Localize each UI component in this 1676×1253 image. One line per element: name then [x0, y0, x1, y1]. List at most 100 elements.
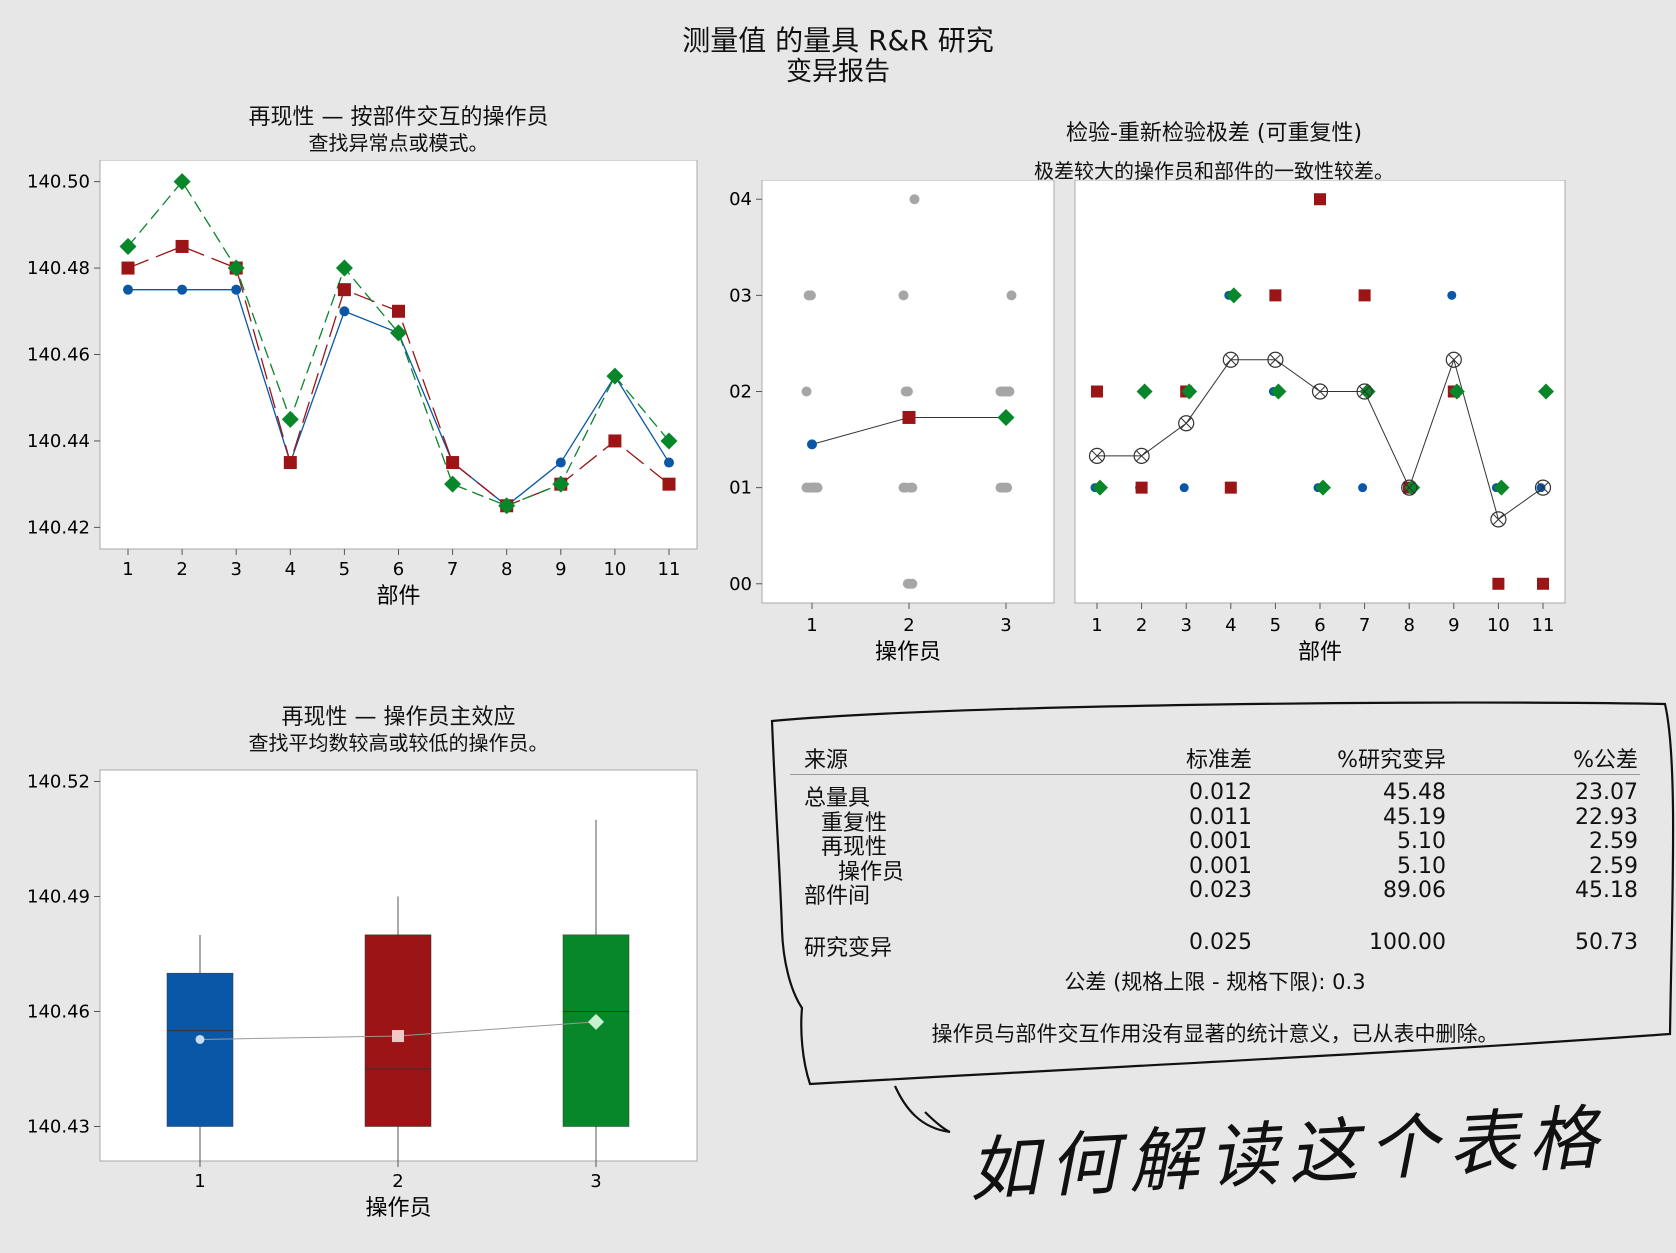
operator-range-point — [810, 482, 821, 493]
part-range-point-1 — [1447, 290, 1457, 300]
row-study-var: 5.10 — [1397, 853, 1446, 879]
row-study-var: 45.19 — [1383, 804, 1446, 830]
operator-range-point — [905, 482, 916, 493]
operator-range-point — [801, 386, 812, 397]
row-tolerance: 2.59 — [1589, 829, 1638, 854]
part-range-point-2 — [1358, 289, 1371, 302]
part-mean-marker-cross — [1091, 450, 1103, 462]
operator-range-point — [1006, 290, 1017, 301]
series-2-point — [392, 304, 405, 318]
series-3-point — [444, 475, 462, 493]
main-effect-boxplot: 140.43 140.46 140.49 140.52 1 2 3 操作员 — [27, 769, 698, 1220]
series-2-point — [662, 477, 676, 491]
x-tick-label: 4 — [1225, 615, 1236, 636]
row-sd: 0.025 — [1189, 930, 1252, 955]
part-range-point-3 — [1225, 287, 1242, 304]
x-tick-label: 3 — [590, 1171, 601, 1192]
series-3-point — [335, 259, 353, 277]
part-mean-marker — [1490, 511, 1507, 528]
plot-area — [99, 160, 698, 550]
series-1-point — [123, 284, 133, 295]
x-tick-label: 2 — [903, 615, 914, 636]
part-mean-marker-cross — [1448, 354, 1460, 366]
x-tick-label: 6 — [1314, 615, 1325, 636]
series-1-point — [555, 457, 566, 468]
main-effect-panel-title: 再现性 — 操作员主效应 — [281, 705, 516, 730]
series-2-point — [121, 261, 135, 275]
main-effect-panel-subtitle: 查找平均数较高或较低的操作员。 — [248, 731, 549, 755]
x-tick-label: 11 — [658, 559, 681, 580]
part-range-point-3 — [1181, 383, 1198, 400]
series-2-point — [446, 456, 460, 470]
part-range-point-3 — [1448, 383, 1465, 400]
row-tolerance: 45.18 — [1575, 878, 1638, 903]
operator-mean-point — [997, 408, 1015, 426]
x-axis-label: 操作员 — [365, 1196, 431, 1220]
operator-range-point — [805, 290, 816, 301]
part-range-point-3 — [1493, 479, 1510, 496]
series-3-point — [281, 410, 299, 428]
row-study-var: 5.10 — [1397, 829, 1446, 854]
header-divider — [790, 774, 1640, 775]
part-mean-marker — [1222, 351, 1239, 368]
x-tick-label: 1 — [1091, 615, 1102, 636]
x-tick-label: 7 — [1359, 615, 1370, 636]
series-1-point — [664, 457, 674, 468]
row-tolerance: 22.93 — [1575, 804, 1638, 830]
part-range-point-3 — [1315, 479, 1331, 496]
part-range-point-3 — [1270, 383, 1287, 400]
x-tick-label: 3 — [230, 559, 241, 580]
part-mean-marker-cross — [1403, 482, 1415, 493]
row-sd: 0.023 — [1189, 878, 1252, 903]
part-range-point-2 — [1492, 577, 1505, 590]
part-mean-marker — [1133, 447, 1150, 465]
part-mean-marker-cross — [1225, 354, 1237, 366]
part-mean-marker — [1311, 383, 1329, 400]
series-3-point — [552, 475, 570, 493]
part-mean-marker-cross — [1537, 482, 1549, 493]
part-range-point-3 — [1092, 479, 1108, 496]
row-tolerance: 2.59 — [1589, 853, 1638, 879]
row-source: 重复性 — [821, 810, 888, 836]
row-source: 研究变异 — [804, 936, 893, 961]
series-3-point — [498, 497, 516, 515]
y-tick-label: 0.02 — [730, 382, 752, 403]
x-tick-label: 2 — [176, 559, 187, 580]
x-tick-label: 9 — [555, 559, 566, 580]
series-line-3 — [127, 180, 670, 507]
part-mean-marker — [1088, 447, 1106, 465]
part-mean-marker — [1534, 479, 1552, 496]
range-chart: 0.00 0.01 0.02 0.03 0.04 极差 1 2 3 操作员 1 2 3 4 5 6 7 8 9 10 1… — [730, 180, 1566, 665]
x-tick-label: 9 — [1448, 615, 1459, 636]
header-source: 来源 — [804, 748, 849, 773]
y-tick-label: 0.03 — [730, 285, 752, 306]
box-mean-point — [195, 1034, 205, 1044]
x-axis-label: 操作员 — [875, 640, 941, 665]
x-axis-label: 部件 — [376, 584, 420, 609]
part-range-point-1 — [1536, 483, 1546, 493]
operator-range-point — [1004, 386, 1015, 397]
y-tick-label: 0.01 — [730, 478, 752, 499]
y-tick-label: 140.44 — [27, 431, 90, 452]
row-source: 再现性 — [821, 835, 888, 860]
series-2-point — [175, 239, 189, 253]
operator-mean-point — [902, 410, 916, 424]
row-tolerance: 23.07 — [1575, 780, 1638, 805]
x-tick-label: 1 — [806, 615, 817, 636]
table-row: 再现性 0.001 5.10 2.59 — [790, 829, 1640, 860]
row-sd: 0.001 — [1189, 853, 1252, 879]
table-row: 部件间 0.023 89.06 45.18 — [790, 878, 1640, 909]
part-mean-marker — [1356, 383, 1373, 400]
y-tick-label: 140.46 — [27, 1002, 90, 1023]
part-mean-marker-cross — [1180, 417, 1192, 429]
series-3-point — [660, 432, 678, 450]
row-sd: 0.012 — [1189, 780, 1252, 805]
row-tolerance: 50.73 — [1575, 930, 1638, 955]
series-2-point — [283, 456, 297, 470]
range-panel-title: 检验-重新检验极差 (可重复性) — [1065, 121, 1363, 146]
x-tick-label: 2 — [1136, 615, 1147, 636]
table-row: 操作员 0.001 5.10 2.59 — [790, 853, 1640, 885]
interaction-chart: 140.42 140.44 140.46 140.48 140.50 1 2 3 4 5 6 7 8 9 1… — [27, 160, 698, 609]
x-tick-label: 7 — [447, 559, 458, 580]
